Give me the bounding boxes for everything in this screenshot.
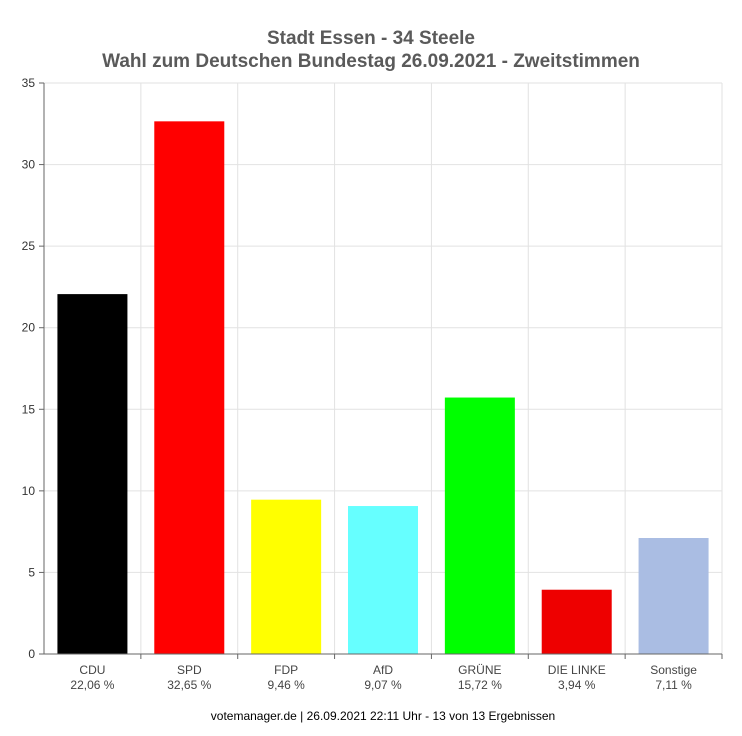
x-category-label: Sonstige xyxy=(650,663,697,677)
x-category-label: DIE LINKE xyxy=(548,663,606,677)
x-category-label: AfD xyxy=(373,663,393,677)
axes: 0 5 10 15 20 25 30 35 xyxy=(22,76,723,661)
value-label: 9,46 % xyxy=(267,678,305,692)
x-category-label: SPD xyxy=(177,663,202,677)
value-label: 32,65 % xyxy=(167,678,211,692)
y-tick-label: 15 xyxy=(22,402,36,416)
bars xyxy=(57,121,709,655)
bar-sonstige[interactable] xyxy=(638,538,709,654)
y-tick-label: 30 xyxy=(22,158,36,172)
bar-fdp[interactable] xyxy=(251,499,322,654)
y-tick-label: 35 xyxy=(22,76,36,90)
value-label: 22,06 % xyxy=(70,678,114,692)
y-tick-label: 10 xyxy=(22,484,36,498)
value-label: 7,11 % xyxy=(655,678,692,692)
chart-title: Stadt Essen - 34 Steele xyxy=(267,28,475,49)
chart-subtitle: Wahl zum Deutschen Bundestag 26.09.2021 … xyxy=(102,51,640,72)
y-tick-label: 20 xyxy=(22,321,36,335)
value-label: 9,07 % xyxy=(364,678,402,692)
x-category-label: CDU xyxy=(79,663,105,677)
x-category-label: GRÜNE xyxy=(458,663,501,677)
bar-spd[interactable] xyxy=(154,121,225,655)
value-label: 15,72 % xyxy=(458,678,502,692)
y-tick-label: 0 xyxy=(28,647,35,661)
x-category-label: FDP xyxy=(274,663,298,677)
bar-die-linke[interactable] xyxy=(541,589,612,654)
bar-cdu[interactable] xyxy=(57,294,128,654)
bar-afd[interactable] xyxy=(348,506,418,654)
value-label: 3,94 % xyxy=(558,678,596,692)
y-tick-label: 5 xyxy=(28,565,35,579)
bar-gr-ne[interactable] xyxy=(444,397,515,654)
footer-text: votemanager.de | 26.09.2021 22:11 Uhr - … xyxy=(211,709,555,723)
y-tick-label: 25 xyxy=(22,239,36,253)
